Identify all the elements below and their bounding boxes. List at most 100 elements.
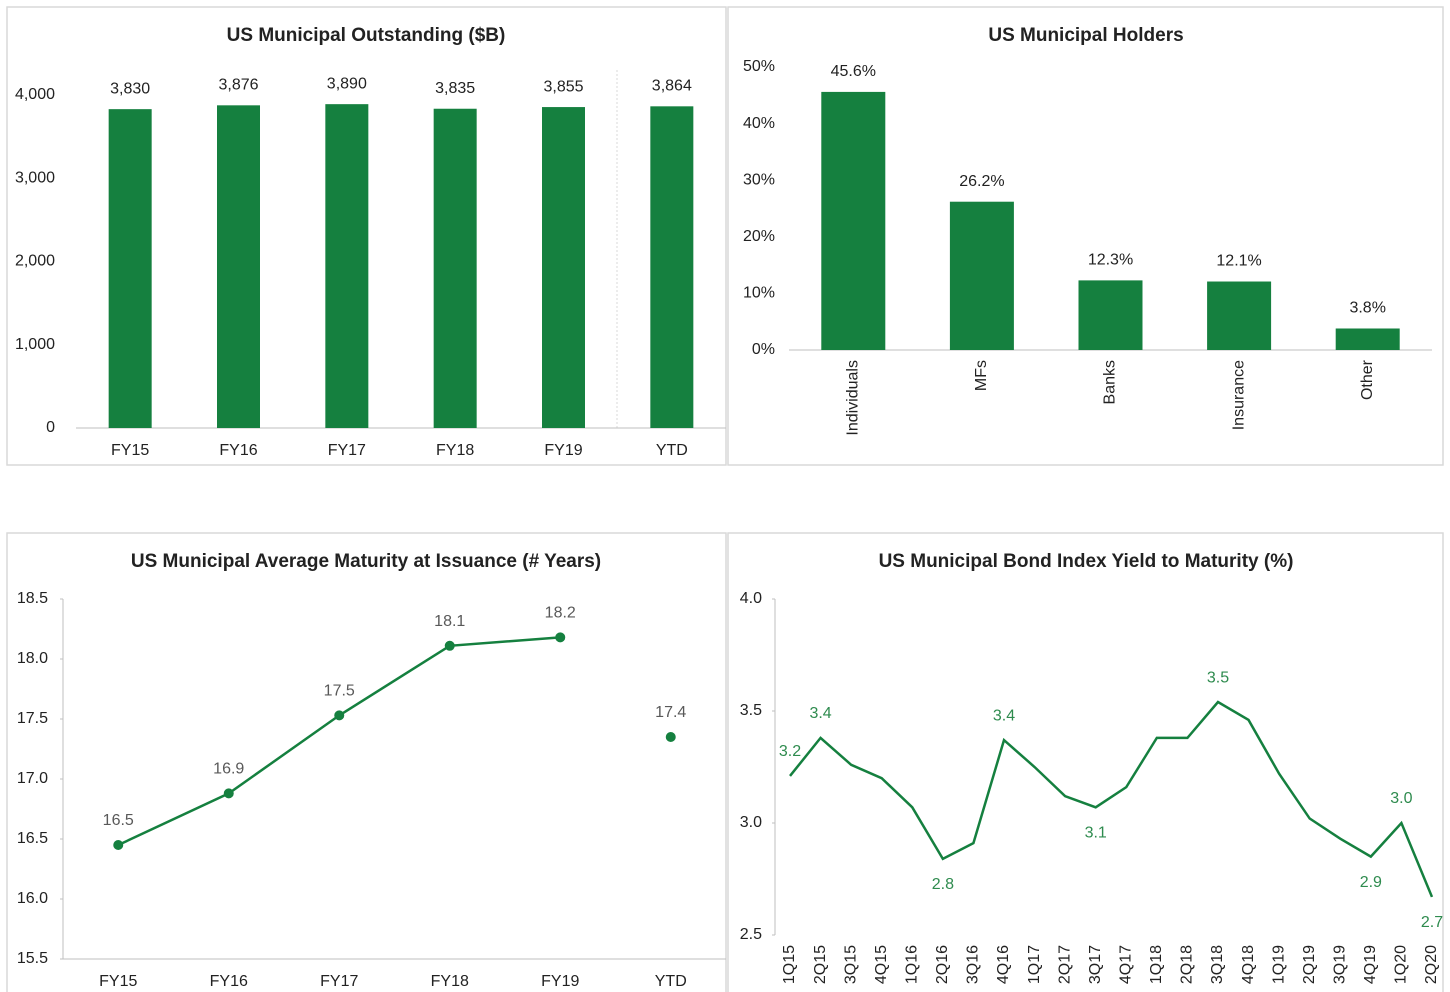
data-label: 3,876 bbox=[218, 77, 258, 94]
data-label: 12.3% bbox=[1088, 252, 1133, 269]
x-tick-label: 2Q19 bbox=[1301, 945, 1318, 984]
x-tick-label: Other bbox=[1359, 359, 1376, 400]
data-label: 2.7 bbox=[1421, 914, 1443, 931]
data-label: 16.5 bbox=[103, 812, 134, 829]
line bbox=[789, 700, 1434, 898]
data-label: 16.9 bbox=[213, 761, 244, 778]
x-tick-label: Individuals bbox=[845, 360, 862, 436]
x-tick-label: 1Q18 bbox=[1148, 945, 1165, 984]
chart-title: US Municipal Outstanding ($B) bbox=[227, 25, 506, 46]
x-tick-label: FY19 bbox=[544, 442, 582, 459]
chart-title: US Municipal Average Maturity at Issuanc… bbox=[131, 551, 601, 572]
data-label: 3,855 bbox=[543, 78, 583, 95]
data-label: 3.4 bbox=[809, 705, 831, 722]
data-label: 17.4 bbox=[655, 704, 686, 721]
y-tick-label: 18.5 bbox=[17, 590, 48, 607]
x-tick-label: 3Q15 bbox=[842, 945, 859, 984]
y-tick-label: 16.0 bbox=[17, 890, 48, 907]
marker bbox=[113, 840, 124, 850]
x-tick-label: 3Q18 bbox=[1209, 945, 1226, 984]
x-tick-label: YTD bbox=[656, 442, 688, 459]
y-tick-label: 17.0 bbox=[17, 770, 48, 787]
x-tick-label: FY17 bbox=[320, 973, 358, 990]
x-tick-label: Banks bbox=[1102, 360, 1119, 404]
bar bbox=[821, 91, 886, 351]
data-label: 3.5 bbox=[1207, 669, 1229, 686]
x-tick-label: 2Q18 bbox=[1179, 945, 1196, 984]
marker bbox=[555, 632, 566, 643]
x-tick-label: 3Q16 bbox=[965, 945, 982, 984]
y-tick-label: 3,000 bbox=[15, 169, 55, 186]
x-tick-label: 4Q15 bbox=[873, 945, 890, 984]
y-tick-label: 0 bbox=[46, 419, 55, 436]
y-tick-label: 20% bbox=[743, 228, 775, 245]
y-tick-label: 3.5 bbox=[740, 702, 762, 719]
data-label: 3.2 bbox=[779, 743, 801, 760]
x-tick-label: FY19 bbox=[541, 973, 579, 990]
x-tick-label: 1Q19 bbox=[1270, 945, 1287, 984]
x-tick-label: 4Q18 bbox=[1240, 945, 1257, 984]
x-tick-label: 2Q17 bbox=[1056, 945, 1073, 984]
bar bbox=[542, 107, 585, 428]
y-tick-label: 4,000 bbox=[15, 86, 55, 103]
chart-title: US Municipal Bond Index Yield to Maturit… bbox=[879, 551, 1294, 572]
y-tick-label: 1,000 bbox=[15, 336, 55, 353]
bar bbox=[1078, 280, 1143, 350]
x-tick-label: 1Q16 bbox=[903, 945, 920, 984]
x-tick-label: FY17 bbox=[328, 442, 366, 459]
x-tick-label: Insurance bbox=[1230, 360, 1247, 430]
data-label: 3,835 bbox=[435, 80, 475, 97]
marker bbox=[665, 732, 676, 742]
bar bbox=[325, 104, 369, 428]
y-tick-label: 50% bbox=[743, 58, 775, 75]
x-tick-label: FY18 bbox=[436, 442, 474, 459]
x-tick-label: 1Q20 bbox=[1393, 945, 1410, 984]
y-tick-label: 18.0 bbox=[17, 650, 48, 667]
data-label: 3.4 bbox=[993, 707, 1015, 724]
panel bbox=[6, 532, 727, 992]
x-tick-label: 4Q17 bbox=[1117, 945, 1134, 984]
marker bbox=[223, 788, 234, 799]
data-label: 26.2% bbox=[959, 173, 1004, 190]
y-tick-label: 16.5 bbox=[17, 830, 48, 847]
data-label: 18.1 bbox=[434, 613, 465, 630]
x-tick-label: FY16 bbox=[210, 973, 248, 990]
bar bbox=[1207, 281, 1272, 350]
bar bbox=[217, 105, 260, 428]
data-label: 2.9 bbox=[1360, 874, 1382, 891]
data-label: 3,830 bbox=[110, 80, 150, 97]
bar bbox=[433, 108, 477, 428]
x-tick-label: FY16 bbox=[219, 442, 257, 459]
y-tick-label: 10% bbox=[743, 285, 775, 302]
y-tick-label: 2.5 bbox=[740, 926, 762, 943]
x-tick-label: FY18 bbox=[431, 973, 469, 990]
data-label: 12.1% bbox=[1216, 253, 1261, 270]
marker bbox=[444, 640, 455, 651]
x-tick-label: 3Q17 bbox=[1087, 945, 1104, 984]
data-label: 3,864 bbox=[652, 78, 692, 95]
x-tick-label: 2Q15 bbox=[812, 945, 829, 984]
bar bbox=[108, 109, 152, 428]
y-tick-label: 0% bbox=[752, 341, 775, 358]
marker bbox=[334, 710, 345, 721]
x-tick-label: FY15 bbox=[99, 973, 137, 990]
y-tick-label: 17.5 bbox=[17, 710, 48, 727]
data-label: 3,890 bbox=[327, 75, 367, 92]
panel bbox=[727, 532, 1444, 992]
x-tick-label: 3Q19 bbox=[1331, 945, 1348, 984]
y-tick-label: 15.5 bbox=[17, 950, 48, 967]
x-tick-label: FY15 bbox=[111, 442, 149, 459]
x-tick-label: 4Q16 bbox=[995, 945, 1012, 984]
y-tick-label: 40% bbox=[743, 115, 775, 132]
x-tick-label: 2Q16 bbox=[934, 945, 951, 984]
x-tick-label: YTD bbox=[655, 973, 687, 990]
x-tick-label: 1Q17 bbox=[1026, 945, 1043, 984]
bar bbox=[949, 201, 1014, 350]
bar bbox=[1335, 328, 1400, 350]
x-tick-label: 4Q19 bbox=[1362, 945, 1379, 984]
data-label: 45.6% bbox=[831, 63, 876, 80]
data-label: 3.0 bbox=[1390, 790, 1412, 807]
y-tick-label: 4.0 bbox=[740, 590, 762, 607]
x-tick-label: MFs bbox=[973, 360, 990, 391]
